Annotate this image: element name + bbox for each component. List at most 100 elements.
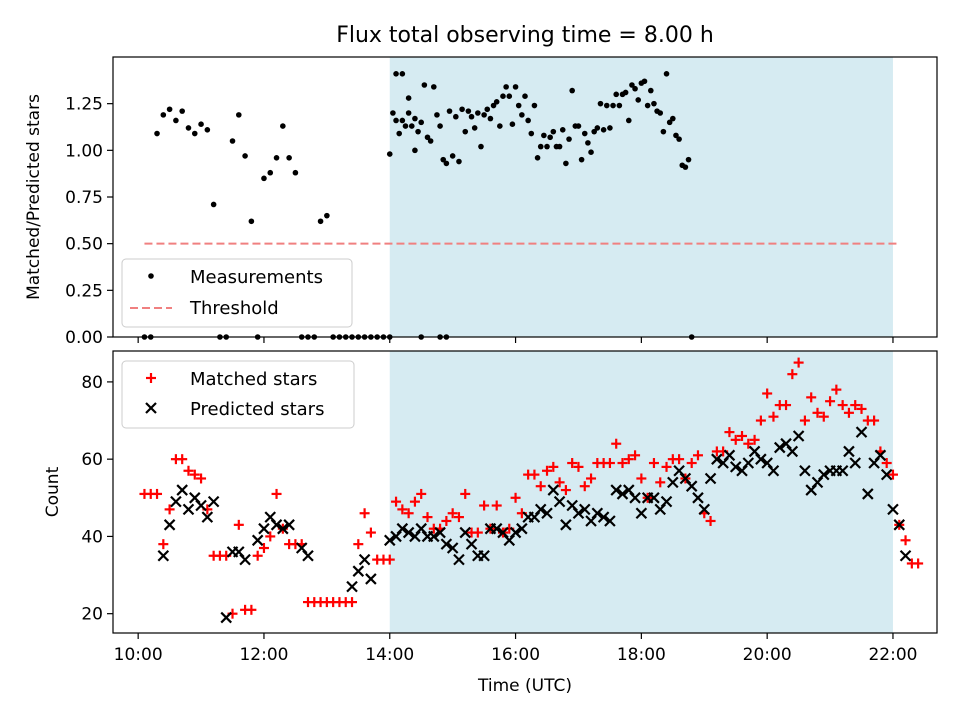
measurement-point	[210, 201, 217, 208]
measurement-point	[547, 134, 553, 141]
measurement-point	[267, 169, 274, 176]
measurement-point	[229, 138, 236, 144]
measurement-point	[471, 125, 478, 131]
measurement-point	[427, 138, 434, 144]
predicted-star-point	[434, 526, 446, 539]
predicted-star-point	[792, 430, 805, 442]
matched-star-point	[793, 357, 804, 368]
measurement-point	[578, 156, 585, 163]
measurement-point	[453, 113, 459, 120]
measurement-point	[198, 121, 204, 127]
top-shaded-span	[389, 57, 893, 337]
predicted-star-point	[220, 611, 232, 624]
measurement-point	[575, 123, 582, 129]
predicted-star-point	[887, 503, 899, 516]
predicted-star-point	[667, 476, 679, 489]
predicted-stars-points	[157, 426, 912, 624]
measurement-point	[594, 125, 601, 131]
legend-measurements-label: Measurements	[190, 267, 323, 288]
measurement-point	[528, 130, 535, 137]
matched-star-point	[353, 539, 364, 550]
bottom-x-tick-label: 16:00	[491, 645, 540, 665]
measurement-point	[585, 140, 591, 146]
top-y-tick-label: 0.50	[65, 235, 103, 255]
measurement-point	[597, 100, 604, 107]
measurement-point	[537, 143, 544, 150]
matched-star-point	[252, 550, 263, 561]
predicted-star-point	[773, 441, 786, 454]
chart-title: Flux total observing time = 8.00 h	[336, 23, 714, 48]
predicted-star-point	[767, 464, 780, 477]
measurement-point	[622, 89, 629, 96]
predicted-star-point	[428, 530, 440, 543]
predicted-star-point	[874, 449, 887, 462]
bottom-y-tick-label: 60	[81, 450, 103, 470]
measurement-point	[434, 112, 440, 118]
measurement-point	[191, 130, 198, 137]
predicted-star-point	[843, 445, 855, 458]
measurement-point	[556, 143, 563, 150]
measurement-point	[500, 93, 506, 99]
top-y-tick-label: 1.00	[65, 141, 103, 161]
bottom-y-tick-label: 80	[81, 373, 103, 393]
predicted-star-point	[440, 538, 453, 550]
matched-star-point	[164, 504, 175, 515]
measurement-point	[393, 71, 399, 77]
bottom-x-tick-label: 12:00	[239, 645, 288, 665]
predicted-star-point	[818, 468, 830, 481]
measurement-point	[641, 78, 648, 85]
measurement-point	[415, 128, 421, 135]
measurement-point	[179, 108, 185, 114]
matched-star-point	[479, 500, 490, 511]
predicted-star-point	[723, 449, 736, 462]
predicted-star-point	[465, 538, 478, 550]
bottom-x-tick-label: 18:00	[617, 645, 666, 665]
predicted-star-point	[459, 526, 472, 539]
measurement-point	[185, 125, 192, 131]
matched-star-point	[453, 512, 464, 523]
top-x-axis	[137, 337, 894, 343]
measurement-point	[600, 127, 607, 133]
predicted-star-point	[862, 488, 874, 500]
predicted-star-point	[516, 522, 528, 535]
predicted-star-point	[578, 503, 591, 516]
measurement-point	[522, 93, 528, 99]
bottom-y-tick-label: 20	[81, 605, 103, 625]
measurement-point	[430, 84, 437, 90]
matched-star-point	[737, 430, 748, 441]
measurement-point	[544, 143, 550, 150]
matched-star-point	[258, 543, 269, 554]
measurement-point	[550, 128, 557, 135]
matched-star-point	[567, 458, 578, 469]
measurement-point	[286, 155, 292, 161]
matched-star-point	[617, 458, 628, 469]
matched-star-point	[837, 400, 848, 411]
predicted-star-point	[396, 522, 409, 535]
bottom-x-tick-label: 22:00	[868, 645, 917, 665]
measurement-point	[484, 106, 491, 113]
matched-star-point	[152, 488, 163, 499]
measurement-point	[173, 117, 179, 124]
legend-threshold-label: Threshold	[189, 298, 279, 319]
measurement-point	[421, 82, 428, 88]
matched-star-point	[573, 461, 584, 472]
measurement-point	[160, 112, 167, 118]
measurement-point	[261, 175, 267, 182]
measurement-point	[412, 147, 418, 154]
measurement-point	[204, 127, 211, 133]
predicted-star-point	[729, 461, 742, 473]
matched-star-point	[529, 469, 540, 480]
predicted-star-point	[251, 534, 264, 547]
measurement-point	[651, 100, 657, 107]
top-y-tick-label: 0.00	[65, 328, 103, 348]
measurement-point	[629, 82, 635, 88]
predicted-star-point	[698, 503, 711, 516]
measurement-point	[644, 102, 651, 109]
matched-star-point	[233, 519, 244, 530]
measurement-point	[386, 151, 393, 157]
predicted-star-point	[616, 488, 629, 500]
matched-star-point	[265, 531, 276, 542]
measurement-point	[673, 132, 679, 139]
measurement-point	[462, 128, 469, 135]
matched-star-point	[391, 496, 402, 507]
